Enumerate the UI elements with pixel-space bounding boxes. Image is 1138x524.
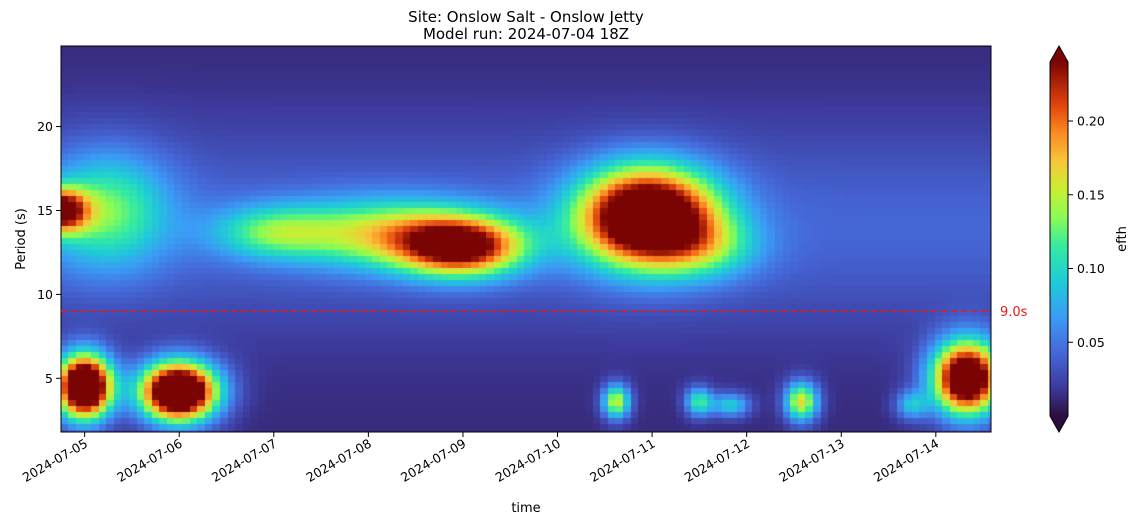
chart-subtitle: Model run: 2024-07-04 18Z	[423, 25, 629, 43]
colorbar-tick-label: 0.15	[1077, 187, 1105, 202]
y-axis-ticks: 5 10 15 20	[37, 119, 61, 386]
colorbar-extend-top	[1050, 46, 1068, 62]
y-tick-label: 15	[37, 203, 53, 218]
x-tick-label: 2024-07-10	[493, 436, 563, 485]
x-tick-label: 2024-07-13	[776, 436, 846, 485]
colorbar-extend-bottom	[1050, 416, 1068, 432]
x-tick-label: 2024-07-07	[209, 436, 279, 485]
x-tick-label: 2024-07-05	[20, 436, 90, 485]
y-tick-label: 10	[37, 287, 53, 302]
x-axis-label: time	[511, 501, 540, 516]
y-tick-label: 5	[45, 371, 53, 386]
x-tick-label: 2024-07-06	[114, 436, 184, 485]
y-tick-label: 20	[37, 119, 53, 134]
x-tick-label: 2024-07-14	[871, 436, 941, 485]
colorbar-ticks: 0.05 0.10 0.15 0.20	[1068, 114, 1105, 350]
colorbar	[1050, 62, 1068, 416]
chart-title: Site: Onslow Salt - Onslow Jetty	[408, 8, 644, 26]
x-tick-label: 2024-07-12	[682, 436, 752, 485]
plot-frame	[60, 45, 992, 433]
x-tick-label: 2024-07-08	[303, 436, 373, 485]
reference-line-label: 9.0s	[1000, 305, 1028, 320]
colorbar-tick-label: 0.10	[1077, 261, 1105, 276]
colorbar-label: efth	[1115, 226, 1130, 252]
x-tick-label: 2024-07-11	[587, 436, 657, 485]
heatmap-plot-area	[61, 46, 991, 432]
colorbar-frame	[1049, 44, 1069, 434]
x-tick-label: 2024-07-09	[398, 436, 468, 485]
colorbar-tick-label: 0.20	[1077, 114, 1105, 129]
x-axis-ticks: 2024-07-05 2024-07-06 2024-07-07 2024-07-08…	[20, 432, 941, 485]
y-axis-label: Period (s)	[14, 208, 29, 270]
colorbar-tick-label: 0.05	[1077, 335, 1105, 350]
